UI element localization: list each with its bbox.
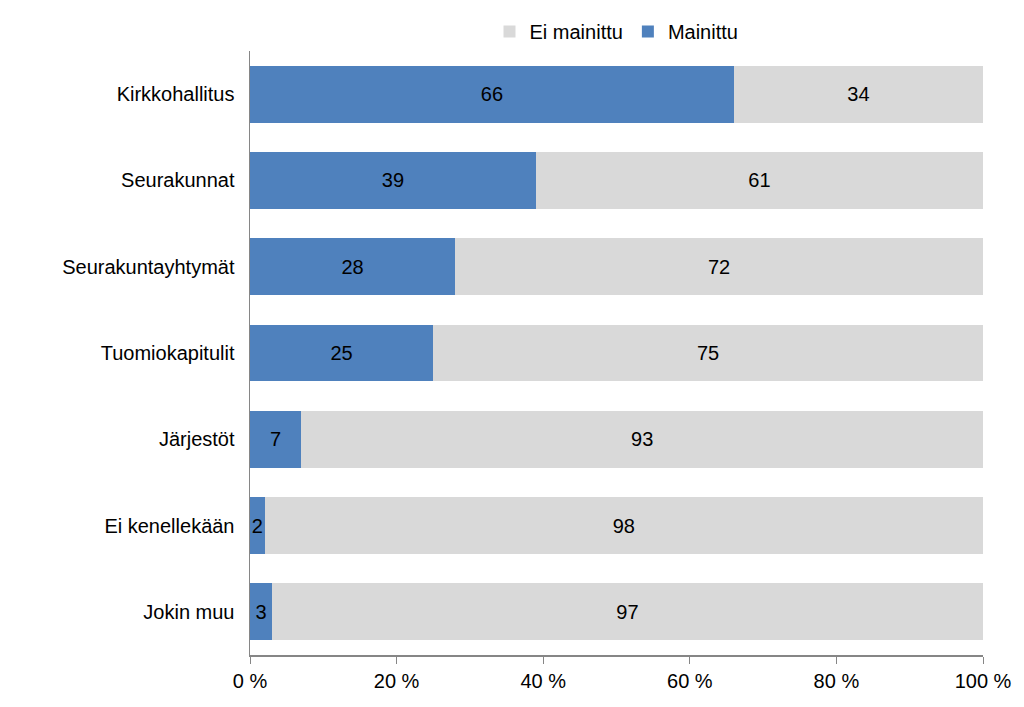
svg-text:3: 3 <box>255 601 266 623</box>
svg-text:Ei mainittu: Ei mainittu <box>530 21 623 43</box>
svg-text:Järjestöt: Järjestöt <box>159 428 235 450</box>
svg-text:100 %: 100 % <box>955 670 1012 692</box>
svg-text:61: 61 <box>748 169 770 191</box>
svg-text:Kirkkohallitus: Kirkkohallitus <box>117 83 235 105</box>
svg-text:97: 97 <box>616 601 638 623</box>
svg-text:7: 7 <box>270 428 281 450</box>
svg-text:80 %: 80 % <box>814 670 860 692</box>
svg-text:66: 66 <box>481 83 503 105</box>
svg-text:0 %: 0 % <box>233 670 268 692</box>
svg-text:75: 75 <box>697 342 719 364</box>
svg-text:34: 34 <box>847 83 869 105</box>
svg-text:Jokin muu: Jokin muu <box>143 601 234 623</box>
svg-text:98: 98 <box>613 515 635 537</box>
svg-text:39: 39 <box>382 169 404 191</box>
svg-text:25: 25 <box>331 342 353 364</box>
svg-text:2: 2 <box>252 515 263 537</box>
svg-text:Mainittu: Mainittu <box>668 21 738 43</box>
svg-text:Seurakuntayhtymät: Seurakuntayhtymät <box>62 256 235 278</box>
svg-text:72: 72 <box>708 256 730 278</box>
svg-text:Ei kenellekään: Ei kenellekään <box>104 515 234 537</box>
svg-text:28: 28 <box>341 256 363 278</box>
svg-text:40 %: 40 % <box>520 670 566 692</box>
svg-text:93: 93 <box>631 428 653 450</box>
svg-text:20 %: 20 % <box>374 670 420 692</box>
svg-text:Tuomiokapitulit: Tuomiokapitulit <box>101 342 235 364</box>
svg-text:Seurakunnat: Seurakunnat <box>121 169 235 191</box>
svg-text:60 %: 60 % <box>667 670 713 692</box>
